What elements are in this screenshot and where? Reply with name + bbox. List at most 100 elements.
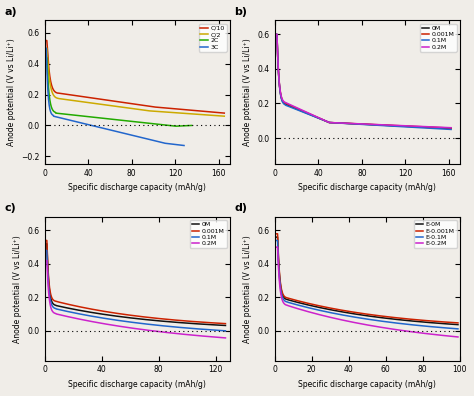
C/10 xyxy=(221,111,227,116)
0.2M xyxy=(88,319,94,324)
E-0.1M xyxy=(272,238,278,243)
0.001M xyxy=(405,124,410,128)
0.1M xyxy=(448,127,454,132)
X-axis label: Specific discharge capacity (mAh/g): Specific discharge capacity (mAh/g) xyxy=(68,183,206,192)
0.1M xyxy=(148,322,154,327)
E-0.1M xyxy=(319,308,325,313)
0.001M xyxy=(42,238,47,243)
Line: 2C: 2C xyxy=(45,57,191,126)
2C xyxy=(80,114,85,118)
0.1M xyxy=(317,116,323,121)
Line: 0.2M: 0.2M xyxy=(45,261,226,338)
3C xyxy=(147,137,153,142)
C/2 xyxy=(123,105,129,110)
C/10 xyxy=(73,93,79,98)
0.001M xyxy=(74,304,80,308)
0.2M xyxy=(74,316,80,321)
Legend: C/10, C/2, 2C, 3C: C/10, C/2, 2C, 3C xyxy=(199,24,227,51)
0M xyxy=(376,123,382,128)
Line: 3C: 3C xyxy=(45,48,184,145)
Legend: 0M, 0.001M, 0.1M, 0.2M: 0M, 0.001M, 0.1M, 0.2M xyxy=(420,24,456,51)
0M xyxy=(42,242,47,246)
Line: C/10: C/10 xyxy=(45,40,224,113)
E-0.001M xyxy=(410,317,416,322)
C/10 xyxy=(148,104,154,109)
0M xyxy=(390,123,395,128)
X-axis label: Specific discharge capacity (mAh/g): Specific discharge capacity (mAh/g) xyxy=(298,380,436,389)
E-0M xyxy=(319,306,325,310)
E-0.2M xyxy=(272,245,278,249)
E-0.2M xyxy=(455,335,461,339)
0.001M xyxy=(317,116,323,121)
Text: b): b) xyxy=(234,7,247,17)
0.001M xyxy=(272,32,278,37)
E-0M xyxy=(394,317,400,322)
0M xyxy=(272,32,278,37)
E-0.001M xyxy=(455,320,461,325)
0.2M xyxy=(352,121,357,126)
0.2M xyxy=(178,331,183,336)
0.2M xyxy=(390,123,395,128)
C/2 xyxy=(88,101,94,105)
0M xyxy=(223,323,228,328)
Line: 0.001M: 0.001M xyxy=(45,240,226,324)
3C xyxy=(66,118,72,122)
0.001M xyxy=(390,123,395,128)
0.1M xyxy=(272,32,278,37)
2C xyxy=(68,112,73,117)
0.1M xyxy=(303,111,309,116)
3C xyxy=(124,131,130,136)
Text: a): a) xyxy=(4,7,17,17)
0.001M xyxy=(448,126,454,130)
0M xyxy=(178,320,183,325)
E-0.1M xyxy=(455,326,461,331)
E-0.001M xyxy=(272,231,278,236)
Y-axis label: Anode potential (V vs Li/Li⁺): Anode potential (V vs Li/Li⁺) xyxy=(243,235,252,343)
Legend: E-0M, E-0.001M, E-0.1M, E-0.2M: E-0M, E-0.001M, E-0.1M, E-0.2M xyxy=(414,220,456,248)
0.001M xyxy=(223,321,228,326)
0.2M xyxy=(163,330,168,335)
Text: d): d) xyxy=(234,204,247,213)
C/2 xyxy=(177,110,183,115)
C/10 xyxy=(162,105,167,110)
0.1M xyxy=(376,123,382,128)
0.1M xyxy=(405,125,410,129)
0M xyxy=(317,116,323,121)
0M xyxy=(74,307,80,312)
0M xyxy=(124,315,129,320)
3C xyxy=(42,46,47,51)
E-0M xyxy=(272,235,278,240)
C/2 xyxy=(42,46,47,51)
Y-axis label: Anode potential (V vs Li/Li⁺): Anode potential (V vs Li/Li⁺) xyxy=(13,235,22,343)
E-0.1M xyxy=(355,315,361,320)
E-0.2M xyxy=(355,321,361,326)
C/2 xyxy=(73,99,79,103)
0.001M xyxy=(303,110,309,115)
C/2 xyxy=(148,109,154,113)
0M xyxy=(148,318,154,322)
0.2M xyxy=(124,325,129,330)
E-0.1M xyxy=(380,319,385,324)
0.1M xyxy=(74,311,80,316)
0.2M xyxy=(272,32,278,37)
Y-axis label: Anode potential (V vs Li/Li⁺): Anode potential (V vs Li/Li⁺) xyxy=(243,38,252,146)
E-0M xyxy=(410,319,416,324)
E-0.1M xyxy=(394,321,400,326)
2C xyxy=(140,120,146,125)
0.1M xyxy=(352,122,357,126)
0.001M xyxy=(376,122,382,127)
3C xyxy=(181,143,187,148)
0.2M xyxy=(405,124,410,128)
C/2 xyxy=(162,110,167,114)
0.001M xyxy=(124,312,129,317)
0.1M xyxy=(124,319,129,324)
0.001M xyxy=(148,315,154,320)
0M xyxy=(163,319,168,324)
0.1M xyxy=(163,324,168,328)
E-0M xyxy=(455,322,461,327)
E-0M xyxy=(380,316,385,320)
Line: E-0.001M: E-0.001M xyxy=(275,234,458,323)
E-0.2M xyxy=(319,313,325,318)
X-axis label: Specific discharge capacity (mAh/g): Specific discharge capacity (mAh/g) xyxy=(68,380,206,389)
0.001M xyxy=(178,318,183,323)
